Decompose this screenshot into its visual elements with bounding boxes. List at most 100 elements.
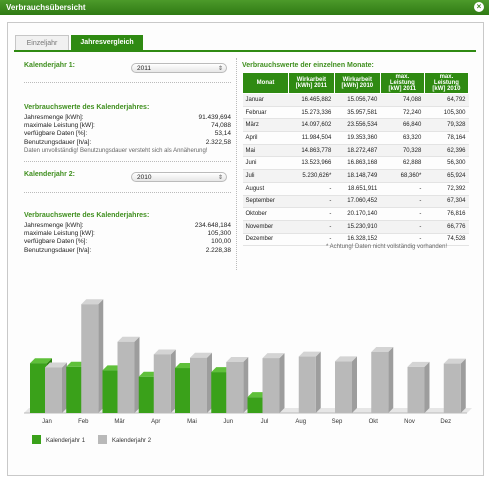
value-cell: -	[380, 195, 425, 209]
column-divider	[236, 58, 237, 270]
stat-row: maximale Leistung [kW]: 105,300	[24, 230, 231, 238]
column-header: max. Leistung [kW] 2011	[379, 72, 425, 94]
bar-kalenderjahr-2-top	[407, 361, 430, 367]
value-cell: -	[288, 220, 335, 234]
value-cell: 16.328,152	[334, 233, 381, 247]
x-tick-label: Nov	[404, 419, 415, 425]
x-tick-label: Sep	[332, 419, 343, 425]
month-cell: März	[242, 118, 289, 133]
bar-kalenderjahr-2-side	[388, 346, 394, 413]
value-cell: 35.957,581	[334, 106, 381, 120]
bar-kalenderjahr-2	[262, 358, 280, 413]
bar-kalenderjahr-2-top	[298, 351, 321, 357]
table-row: Oktober -20.170,140-76,816	[242, 207, 469, 221]
x-tick-label: Aug	[295, 419, 306, 425]
legend-swatch-series-2	[98, 435, 107, 444]
value-cell: 20.170,140	[334, 207, 381, 221]
bar-kalenderjahr-1	[30, 363, 47, 413]
stat-value: 91.439,694	[198, 114, 231, 121]
month-cell: Januar	[242, 93, 289, 107]
value-cell: 62,888	[380, 156, 425, 171]
bar-kalenderjahr-2-top	[117, 336, 140, 342]
value-cell: -	[380, 182, 425, 196]
x-tick-label: Feb	[78, 419, 89, 425]
table-row: Januar 16.465,882 15.056,740 74,088 64,792	[242, 93, 469, 107]
month-cell: Mai	[242, 144, 289, 158]
bar-kalenderjahr-2	[371, 351, 389, 413]
value-cell: 14.863,778	[288, 144, 335, 158]
month-cell: August	[242, 182, 289, 196]
bar-kalenderjahr-1-top	[30, 358, 52, 364]
x-tick-label: Mär	[114, 419, 124, 425]
column-header: Wirkarbeit [kWh] 2010	[333, 72, 381, 94]
value-cell: 5.230,626*	[288, 169, 335, 183]
bar-kalenderjahr-2-top	[81, 299, 104, 305]
year1-label: Kalenderjahr 1:	[24, 62, 75, 69]
bar-kalenderjahr-2-side	[62, 362, 67, 413]
bar-kalenderjahr-2	[298, 356, 316, 413]
table-row: August -18.651,911-72,392	[242, 182, 469, 196]
stat-key: Jahresmenge [kWh]:	[24, 114, 84, 121]
bar-kalenderjahr-1	[138, 376, 156, 413]
value-cell: 14.097,602	[288, 118, 335, 133]
bar-chart-svg: Jan Feb Mär Apr Mai Jun Jul Aug Sep Okt Nov Dez Kale…	[24, 299, 472, 444]
bar-kalenderjahr-2	[407, 366, 425, 413]
value-cell: -	[380, 233, 425, 247]
year1-select[interactable]: 2011 ⇕	[131, 63, 227, 73]
month-cell: April	[242, 131, 289, 145]
year2-stats-heading: Verbrauchswerte des Kalenderjahres:	[24, 212, 150, 219]
table-footnote: * Achtung! Daten nicht vollständig vorha…	[326, 244, 448, 250]
table-row: September -17.060,452-67,304	[242, 195, 469, 209]
stat-value: 53,14	[214, 130, 231, 138]
stat-row: Benutzungsdauer [h/a]: 2.322,58	[24, 139, 231, 147]
x-tick-label: Jun	[223, 419, 233, 425]
value-cell: -	[380, 220, 425, 234]
bar-kalenderjahr-2-side	[424, 361, 430, 413]
tab-underline	[14, 50, 476, 52]
x-tick-label: Jan	[42, 419, 52, 425]
value-cell: 15.273,336	[288, 106, 335, 120]
month-cell: Oktober	[242, 207, 289, 221]
stat-row: verfügbare Daten [%]: 53,14	[24, 130, 231, 138]
table-row: März 14.097,602 23.556,534 66,840 79,328	[242, 118, 469, 133]
month-cell: Februar	[242, 106, 289, 120]
stat-row: Benutzungsdauer [h/a]: 2.228,38	[24, 247, 231, 255]
year2-select[interactable]: 2010 ⇕	[131, 172, 227, 182]
table-row: Februar 15.273,336 35.957,581 72,240 105,300	[242, 106, 469, 120]
stat-key: verfügbare Daten [%]:	[24, 130, 88, 138]
bar-kalenderjahr-2	[81, 304, 99, 413]
tab-einzeljahr[interactable]: Einzeljahr	[15, 35, 69, 51]
table-row: Dezember -16.328,152-74,528	[242, 233, 469, 247]
tab-jahresvergleich[interactable]: Jahresvergleich	[71, 35, 143, 50]
value-cell: 56,300	[424, 156, 469, 171]
year1-select-value: 2011	[137, 65, 151, 72]
year1-stats: Jahresmenge [kWh]: 91.439,694 maximale Le…	[24, 114, 231, 147]
value-cell: 15.230,910	[334, 220, 381, 234]
window-titlebar: Verbrauchsübersicht ×	[0, 0, 489, 15]
value-cell: 76,816	[424, 207, 469, 221]
bar-kalenderjahr-2-top	[45, 362, 67, 368]
select-arrows-icon: ⇕	[217, 175, 223, 181]
bar-kalenderjahr-1	[102, 370, 120, 413]
stat-value: 74,088	[211, 122, 231, 130]
bar-kalenderjahr-2-side	[279, 353, 285, 413]
year1-stats-heading: Verbrauchswerte des Kalenderjahres:	[24, 104, 150, 111]
bar-kalenderjahr-2-top	[335, 356, 357, 362]
stat-key: Benutzungsdauer [h/a]:	[24, 138, 92, 146]
value-cell: -	[288, 207, 335, 221]
close-icon[interactable]: ×	[474, 2, 484, 12]
stat-key: maximale Leistung [kW]:	[24, 230, 95, 238]
stat-key: Benutzungsdauer [h/a]:	[24, 246, 92, 254]
value-cell: 11.984,504	[288, 131, 335, 145]
bar-kalenderjahr-2-side	[352, 356, 357, 413]
value-cell: -	[288, 195, 335, 209]
bar-kalenderjahr-2-side	[98, 299, 104, 413]
value-cell: 72,392	[424, 182, 469, 196]
value-cell: 64,792	[424, 93, 469, 107]
table-header-row: Monat Wirkarbeit [kWh] 2011 Wirkarbeit […	[242, 72, 470, 94]
value-cell: 70,328	[380, 144, 425, 158]
bar-kalenderjahr-1	[175, 368, 192, 413]
bar-kalenderjahr-2-side	[207, 352, 212, 413]
bar-kalenderjahr-2-top	[190, 352, 212, 358]
value-cell: 72,240	[380, 106, 425, 120]
